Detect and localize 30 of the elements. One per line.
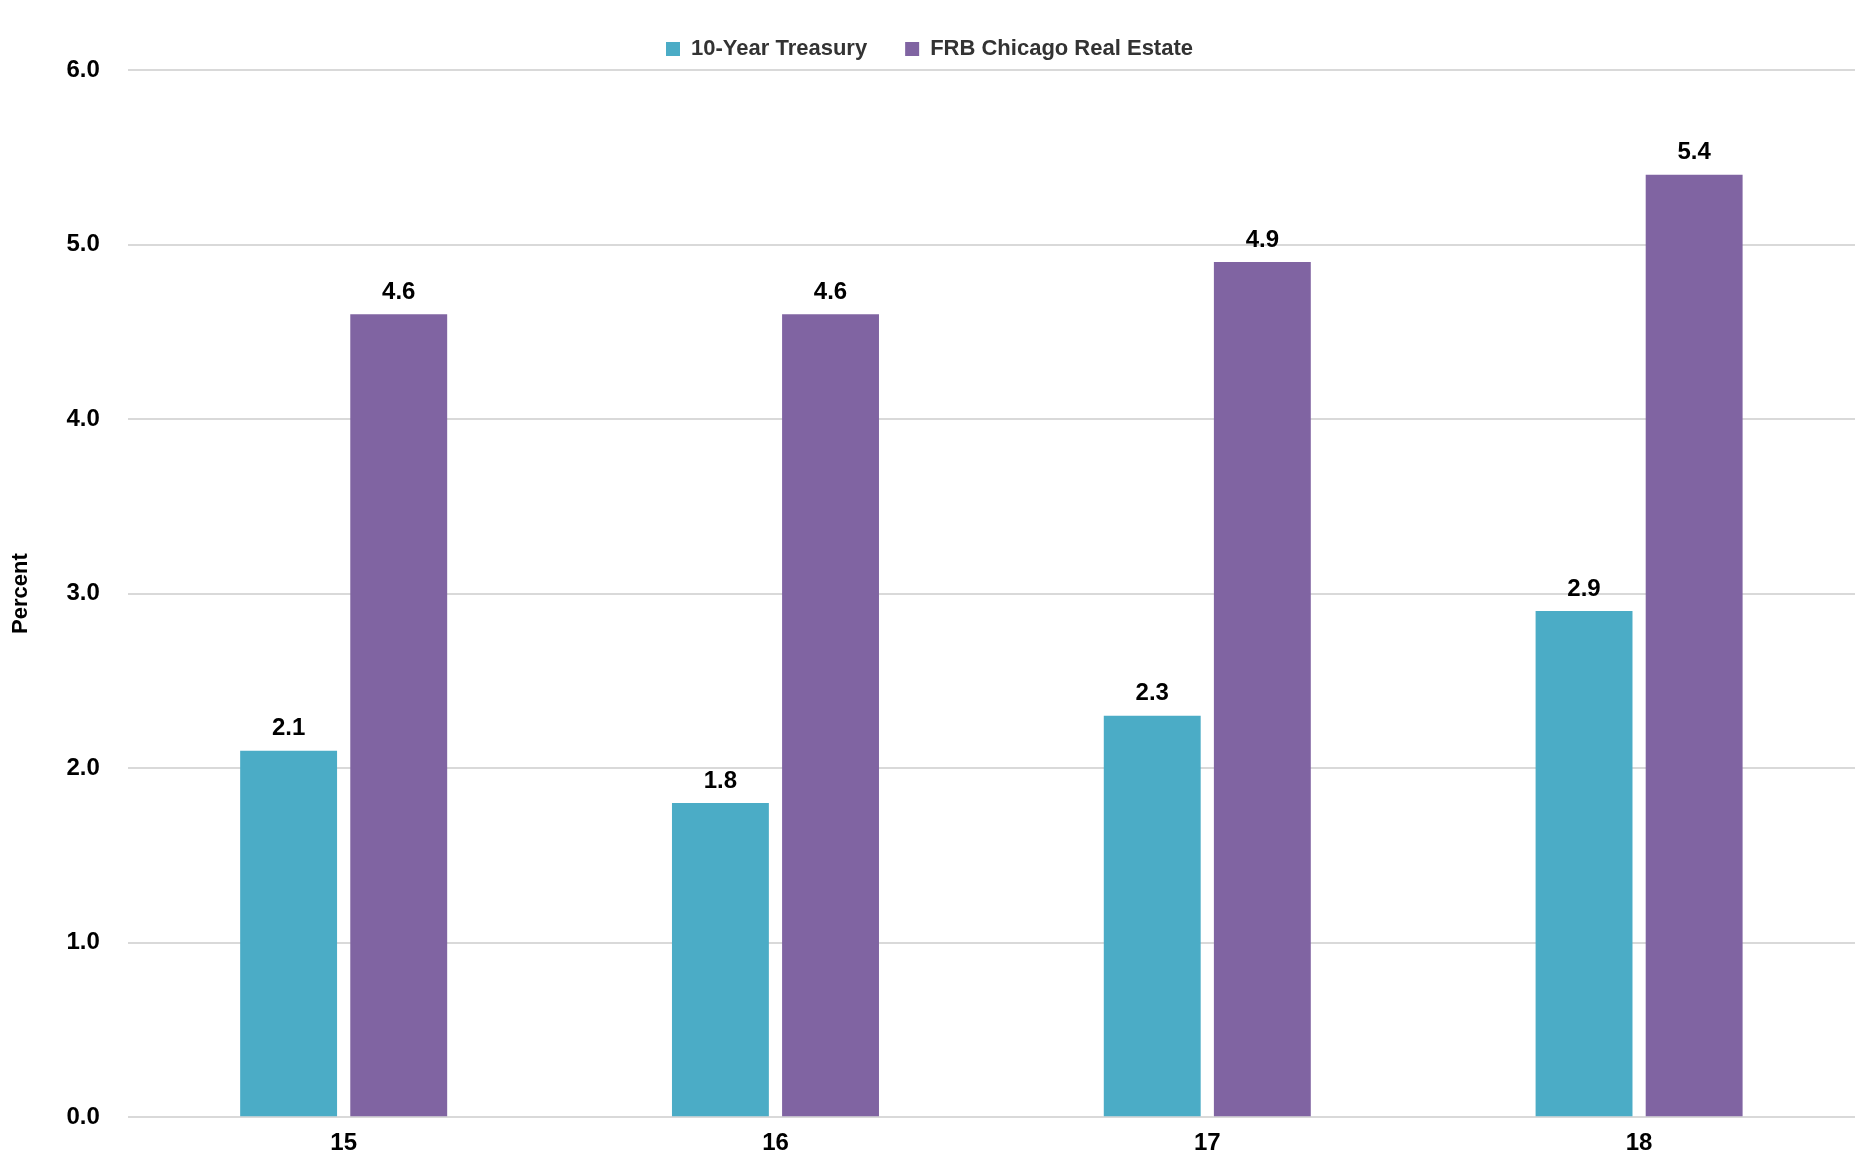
legend-label: 10-Year Treasury bbox=[691, 35, 868, 61]
data-label: 2.9 bbox=[1567, 573, 1601, 601]
x-tick-label: 18 bbox=[1625, 1128, 1653, 1156]
y-tick-label: 5.0 bbox=[66, 229, 100, 257]
data-label: 4.6 bbox=[813, 276, 848, 304]
bar bbox=[1645, 174, 1743, 1117]
x-tick-label: 15 bbox=[330, 1128, 358, 1156]
bar bbox=[671, 803, 769, 1117]
x-tick-label: 17 bbox=[1193, 1128, 1221, 1156]
y-tick-label: 1.0 bbox=[66, 927, 100, 955]
data-label: 5.4 bbox=[1677, 137, 1712, 165]
bar bbox=[240, 750, 338, 1117]
y-tick-label: 2.0 bbox=[66, 752, 100, 780]
data-label: 1.8 bbox=[703, 765, 738, 793]
y-axis-title: Percent bbox=[7, 552, 33, 634]
data-label: 2.1 bbox=[271, 713, 306, 741]
bar bbox=[1213, 261, 1311, 1117]
y-tick-label: 0.0 bbox=[66, 1101, 100, 1129]
bar bbox=[1103, 715, 1201, 1117]
data-label: 4.6 bbox=[382, 276, 416, 304]
y-tick-label: 3.0 bbox=[66, 578, 100, 606]
bar bbox=[782, 314, 879, 1117]
legend-label: FRB Chicago Real Estate bbox=[930, 35, 1193, 61]
x-tick-label: 16 bbox=[762, 1128, 789, 1156]
y-tick-label: 6.0 bbox=[66, 54, 100, 82]
bar bbox=[350, 314, 448, 1117]
bar bbox=[1535, 611, 1633, 1117]
data-label: 4.9 bbox=[1245, 224, 1280, 252]
data-label: 2.3 bbox=[1135, 678, 1169, 706]
y-tick-label: 4.0 bbox=[66, 403, 100, 431]
